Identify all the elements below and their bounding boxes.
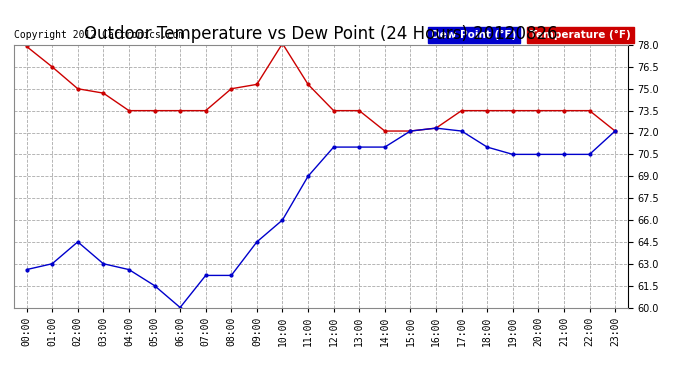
Text: Copyright 2012 Cartronics.com: Copyright 2012 Cartronics.com — [14, 30, 184, 40]
Text: Temperature (°F): Temperature (°F) — [530, 30, 631, 40]
Title: Outdoor Temperature vs Dew Point (24 Hours) 20120826: Outdoor Temperature vs Dew Point (24 Hou… — [84, 26, 558, 44]
Text: Dew Point (°F): Dew Point (°F) — [431, 30, 517, 40]
